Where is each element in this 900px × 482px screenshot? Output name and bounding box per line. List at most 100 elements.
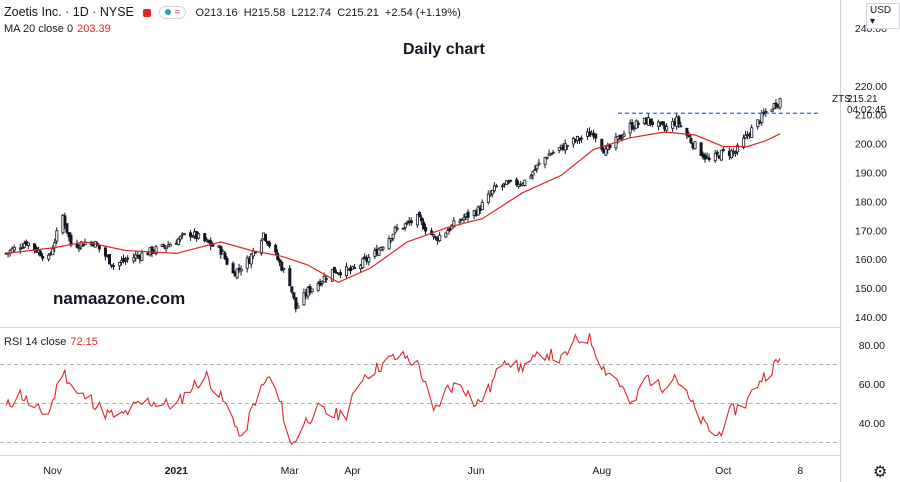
candle-body (509, 179, 513, 182)
ma-label: MA 20 close 0 (4, 23, 74, 35)
candle-body (415, 214, 419, 226)
candle-body (458, 220, 462, 223)
last-price-label: 215.21 04:02:45 (847, 94, 886, 116)
candle-body (565, 145, 569, 147)
y-tick-label: 200.00 (855, 139, 887, 151)
candle-body (705, 156, 709, 159)
visibility-toggle[interactable]: ≈ (158, 6, 187, 19)
candle-body (47, 254, 51, 260)
rsi-legend[interactable]: RSI 14 close 72.15 (4, 336, 98, 348)
candle-body (409, 220, 413, 224)
candle-body (529, 175, 533, 179)
candle-body (136, 254, 140, 257)
candle-body (51, 248, 55, 256)
market-status-icon (143, 9, 152, 17)
x-tick-label: Nov (43, 465, 62, 477)
candle-body (650, 121, 654, 126)
candle-body (223, 252, 227, 259)
currency-selector[interactable]: USD ▾ (866, 3, 900, 29)
candle-body (393, 226, 397, 233)
candle-body (39, 251, 43, 257)
candle-body (191, 235, 195, 238)
candle-body (707, 157, 711, 161)
candle-body (523, 179, 527, 186)
candle-body (296, 305, 300, 309)
rsi-tick-label: 60.00 (859, 379, 885, 391)
candle-body (401, 227, 405, 230)
candle-body (734, 152, 738, 154)
candle-body (679, 125, 683, 128)
candle-body (563, 143, 567, 151)
candle-body (338, 272, 342, 276)
candle-body (713, 152, 717, 161)
candle-body (276, 252, 280, 260)
y-tick-label: 140.00 (855, 312, 887, 324)
axes: 140.00 150.00 160.00 170.00 180.00 190.00 200.… (43, 23, 887, 477)
candle-body (661, 121, 665, 125)
candle-body (492, 185, 496, 192)
candle-body (316, 283, 320, 292)
y-tick-label: 190.00 (855, 168, 887, 180)
bar-countdown: 04:02:45 (847, 105, 886, 116)
candle-body (403, 223, 407, 229)
y-tick-label: 220.00 (855, 81, 887, 93)
candle-body (22, 243, 26, 248)
candle-body (531, 171, 535, 176)
candle-body (434, 236, 438, 239)
candle-body (189, 232, 193, 237)
candle-body (176, 238, 180, 246)
high-value: 215.58 (251, 7, 286, 19)
candle-body (466, 211, 470, 218)
candle-body (320, 281, 324, 284)
candle-body (535, 164, 539, 170)
currency-label: USD (870, 5, 892, 16)
candle-body (719, 149, 723, 161)
candle-body (126, 257, 130, 260)
y-tick-label: 150.00 (855, 283, 887, 295)
candle-body (736, 144, 740, 153)
candle-body (770, 109, 774, 113)
candle-body (618, 134, 622, 140)
candle-body (63, 215, 67, 226)
candle-body (253, 251, 257, 254)
symbol-header: Zoetis Inc. · 1D · NYSE ≈ O213.16 H215.5… (4, 5, 461, 19)
candle-body (225, 258, 229, 265)
candle-body (432, 234, 436, 237)
y-tick-label: 210.00 (855, 110, 887, 122)
gear-icon[interactable]: ⚙ (873, 464, 888, 481)
price-grid (0, 0, 841, 482)
chart-title: Daily chart (403, 41, 485, 58)
ma-legend[interactable]: MA 20 close 0 203.39 (4, 23, 111, 35)
open-label: O (195, 7, 204, 19)
candle-body (197, 233, 201, 239)
live-dot-icon (164, 9, 171, 15)
candle-body (742, 137, 746, 148)
candle-body (774, 102, 778, 108)
candle-body (729, 150, 733, 159)
ohlc-readout: O213.16 H215.58 L212.74 C215.21 +2.54 (+… (195, 7, 460, 19)
candle-body (545, 157, 549, 159)
candle-body (108, 254, 112, 265)
candle-body (665, 126, 669, 131)
candle-body (594, 133, 598, 139)
x-tick-label: Mar (281, 465, 300, 477)
rsi-line (5, 333, 781, 446)
candle-body (507, 181, 511, 184)
candlesticks (4, 97, 782, 313)
candle-body (41, 256, 45, 259)
candle-body (557, 147, 561, 151)
y-tick-label: 160.00 (855, 254, 887, 266)
candle-body (67, 232, 71, 238)
candle-body (182, 233, 186, 236)
candle-body (249, 253, 253, 265)
candle-body (422, 221, 426, 230)
candle-body (533, 169, 537, 171)
symbol-title[interactable]: Zoetis Inc. · 1D · NYSE (4, 5, 134, 19)
candle-body (648, 118, 652, 124)
candle-body (537, 162, 541, 165)
candle-body (150, 246, 154, 255)
last-price: 215.21 (847, 94, 878, 105)
candle-body (636, 122, 640, 125)
x-tick-label: Oct (715, 465, 731, 477)
candle-body (162, 244, 166, 248)
